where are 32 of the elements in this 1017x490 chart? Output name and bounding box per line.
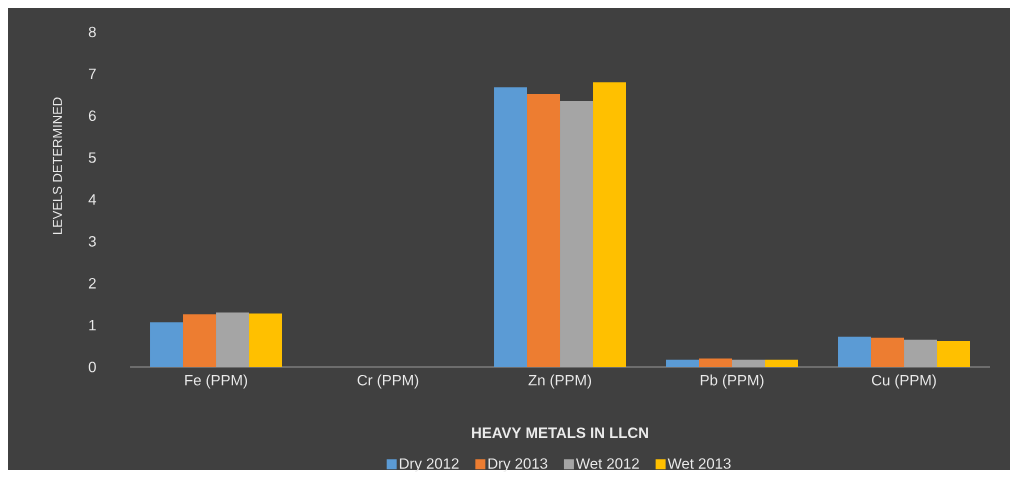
bar xyxy=(838,336,872,367)
legend-label: Dry 2013 xyxy=(488,458,548,472)
x-tick-label: Cr (PPM) xyxy=(357,374,419,389)
bar xyxy=(937,341,971,367)
x-tick-label: Zn (PPM) xyxy=(528,374,592,389)
bar xyxy=(871,337,905,367)
bar xyxy=(527,93,561,367)
bar xyxy=(666,359,700,367)
y-tick-label: 7 xyxy=(88,68,96,79)
y-tick-label: 5 xyxy=(88,152,96,163)
bar xyxy=(494,87,528,367)
legend-label: Wet 2012 xyxy=(576,458,639,469)
legend-label: Dry 2012 xyxy=(399,458,459,472)
y-tick-label: 1 xyxy=(89,319,96,331)
legend-label: Wet 2013 xyxy=(667,458,731,469)
bar xyxy=(183,314,217,367)
bar xyxy=(150,322,184,367)
bar xyxy=(593,82,627,367)
x-tick-label: Fe (PPM) xyxy=(185,374,248,389)
bar xyxy=(249,313,283,367)
y-tick-label: 6 xyxy=(88,110,96,122)
y-tick-label: 3 xyxy=(88,236,96,247)
y-tick-label: 0 xyxy=(88,361,96,373)
x-tick-label: Cu (PPM) xyxy=(871,374,936,389)
bar xyxy=(765,359,799,367)
y-tick-label: 8 xyxy=(88,26,96,38)
bar xyxy=(699,358,733,367)
y-tick-label: 4 xyxy=(88,194,97,205)
x-tick-label: Pb (PPM) xyxy=(700,374,764,389)
y-tick-label: 2 xyxy=(88,278,96,289)
x-axis-title: HEAVY METALS IN LLCN xyxy=(472,427,648,439)
y-axis-title: LEVELS DETERMINED xyxy=(52,97,62,235)
